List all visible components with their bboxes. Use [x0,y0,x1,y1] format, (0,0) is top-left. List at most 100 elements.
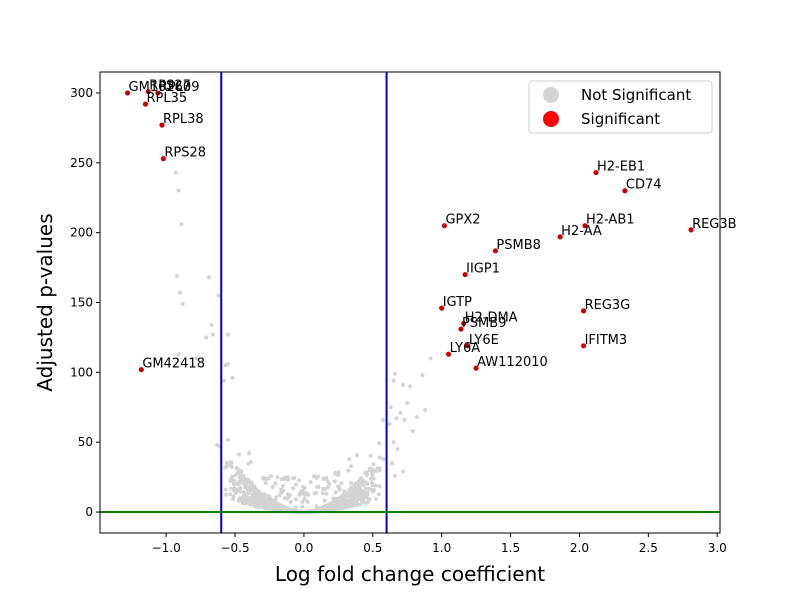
background-point [333,471,338,476]
not-significant-point [402,417,407,422]
background-point [232,478,237,483]
not-significant-point [175,273,180,278]
background-point [365,492,370,497]
background-point [316,474,320,479]
background-point [223,465,228,470]
gene-label-h2-aa: H2-AA [561,224,602,239]
background-point [297,478,302,483]
background-point [346,504,351,509]
background-point [224,492,228,497]
background-point [381,418,386,422]
gene-label-rpl38: RPL38 [163,112,204,127]
not-significant-point [223,363,228,368]
background-point [358,494,363,499]
background-point [270,485,275,489]
significant-point-h2-dma[interactable] [461,320,467,327]
background-point [365,481,370,486]
gene-label-reg3g: REG3G [585,298,631,313]
gene-label-h2-dma: H2-DMA [465,310,518,325]
significant-point-iigp1[interactable] [462,271,468,278]
significant-point-psmb8[interactable] [492,248,499,254]
background-point [303,490,308,495]
gene-label-h2-ab1: H2-AB1 [586,213,635,228]
background-point [238,475,243,480]
x-tick-label: 1.0 [432,541,451,555]
background-point [376,492,381,497]
background-point [302,496,307,501]
significant-point-rpl39[interactable] [155,90,161,96]
background-point [327,481,332,486]
significant-point-psmb9[interactable] [458,326,464,332]
significant-point-ly6e[interactable] [465,343,471,349]
background-point [230,474,235,479]
background-point [360,498,365,503]
background-point [238,486,243,491]
significant-point-gm42418[interactable] [138,366,144,373]
significant-point-reg3g[interactable] [581,308,587,314]
background-point [229,460,234,465]
background-point [330,500,335,505]
not-significant-point [176,188,181,193]
significant-point-rpl35[interactable] [142,101,149,107]
legend[interactable]: Not Significant Significant [528,80,713,134]
significant-point-gm10260[interactable] [124,90,131,96]
x-tick-label: 0.5 [363,541,382,555]
significant-point-aw112010[interactable] [473,365,479,371]
significant-point-cd74[interactable] [622,188,628,194]
not-significant-point [405,401,410,406]
background-point [257,497,262,502]
background-point [356,479,361,484]
significant-point-ly6a[interactable] [445,351,452,357]
background-point [347,501,352,506]
significant-point-igtp[interactable] [439,305,445,311]
not-significant-point [420,373,425,378]
background-point [236,482,240,487]
not-significant-point [194,356,199,361]
gene-label-rpl39: RPL39 [159,80,200,95]
significant-point-rps27[interactable] [145,88,151,95]
significant-point-rps28[interactable] [160,156,166,162]
background-point [277,505,282,510]
background-point [291,486,296,491]
y-tick-label: 250 [70,156,93,170]
not-significant-point [414,415,419,420]
y-tick-label: 100 [70,365,93,379]
not-significant-point [204,335,209,340]
not-significant-points [173,170,433,514]
background-point [377,441,382,446]
background-point [371,462,376,467]
background-point [337,486,341,490]
x-tick-label: 1.5 [501,541,520,555]
gene-label-rps27: RPS27 [149,79,191,94]
background-point [252,484,257,489]
background-point [302,485,307,490]
background-point [225,437,230,442]
not-significant-point [392,371,397,376]
background-point [286,507,291,512]
significant-point-gpx2[interactable] [441,223,448,229]
legend-marker-2 [543,111,559,127]
legend-label-1: Not Significant [581,86,691,104]
significant-point-h2-aa[interactable] [557,234,563,240]
background-point [343,500,348,505]
significant-point-ifitm3[interactable] [581,343,587,349]
background-point [348,487,353,492]
not-significant-point [391,378,396,383]
background-point [356,484,361,489]
background-point [249,496,254,501]
significant-point-rpl38[interactable] [159,122,165,128]
not-significant-point [390,461,395,466]
significant-point-h2-ab1[interactable] [582,223,588,229]
background-point [300,499,305,504]
background-point [346,490,351,495]
not-significant-point [222,378,226,383]
significant-point-reg3b[interactable] [688,227,694,233]
background-point [242,476,247,481]
background-point [275,475,280,480]
background-point [281,488,286,493]
not-significant-point [395,447,400,452]
significant-point-h2-eb1[interactable] [593,169,599,176]
background-point [349,464,354,469]
